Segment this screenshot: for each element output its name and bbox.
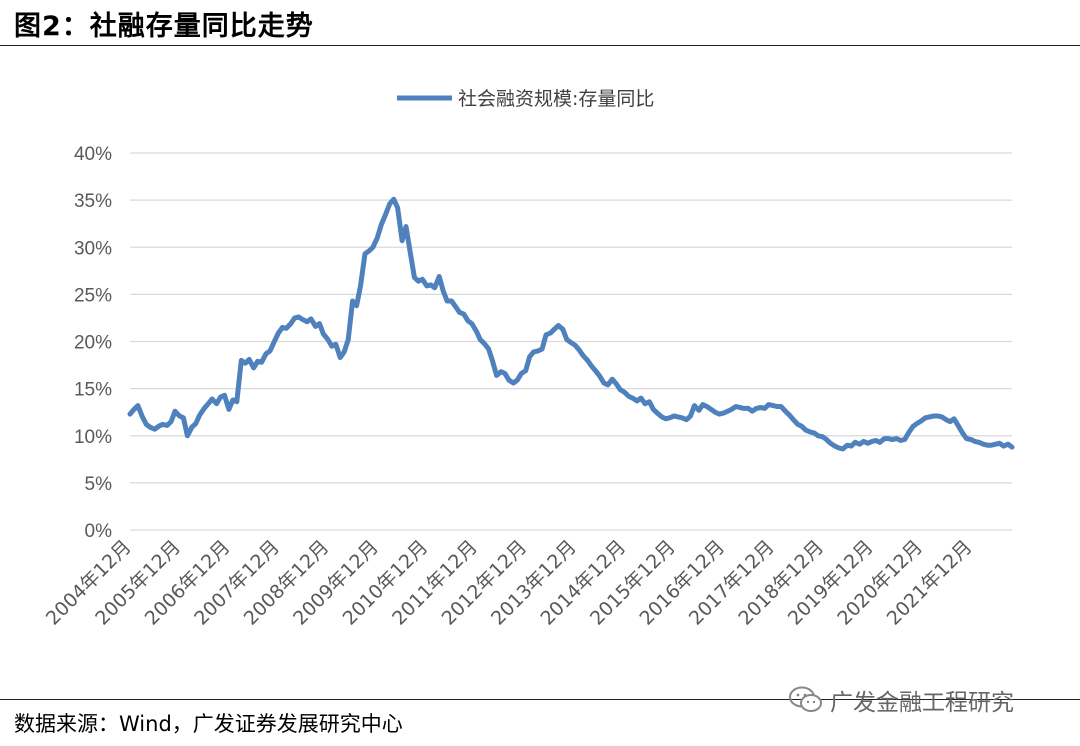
y-tick-label: 10%: [74, 427, 112, 448]
bottom-rule: [0, 699, 1080, 700]
y-tick-label: 25%: [74, 285, 112, 306]
watermark: 广发金融工程研究: [788, 684, 1014, 716]
y-tick-label: 20%: [74, 333, 112, 354]
watermark-text: 广发金融工程研究: [830, 690, 1014, 716]
series-line: [127, 196, 1015, 452]
y-tick-label: 5%: [85, 474, 113, 495]
top-rule: [0, 45, 1080, 46]
wechat-icon: [789, 686, 822, 712]
source-note: 数据来源：Wind，广发证券发展研究中心: [14, 712, 403, 736]
y-tick-label: 15%: [74, 380, 112, 401]
y-tick-label: 40%: [74, 144, 112, 165]
y-tick-label: 35%: [74, 191, 112, 212]
y-tick-label: 30%: [74, 238, 112, 259]
y-tick-label: 0%: [85, 521, 113, 542]
line-chart: 0%5%10%15%20%25%30%35%40%2004年12月2005年12…: [42, 88, 1015, 630]
figure-title: 图2：社融存量同比走势: [14, 11, 314, 42]
legend-label: 社会融资规模:存量同比: [458, 88, 654, 110]
